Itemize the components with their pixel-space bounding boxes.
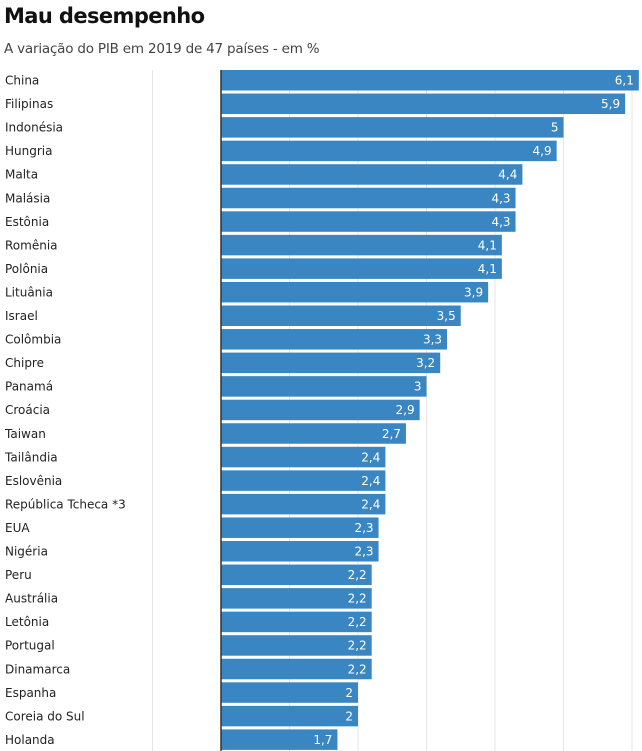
category-label: Romênia <box>5 238 58 252</box>
value-label: 4,1 <box>478 262 497 276</box>
category-label: Israel <box>5 309 38 323</box>
bar <box>221 211 516 232</box>
bar <box>221 682 358 703</box>
bar <box>221 729 338 750</box>
bar <box>221 423 406 444</box>
bar <box>221 564 372 586</box>
bar <box>221 164 523 185</box>
bar <box>221 70 639 91</box>
category-label: Croácia <box>5 403 50 417</box>
value-label: 1,7 <box>313 733 332 747</box>
category-label: Coreia do Sul <box>5 709 85 723</box>
category-label: Filipinas <box>5 97 53 111</box>
value-label: 3,3 <box>423 333 442 347</box>
value-label: 5,9 <box>601 97 620 111</box>
bar <box>221 517 379 538</box>
category-label: Tailândia <box>4 450 58 464</box>
bar <box>221 329 448 350</box>
chart-subtitle: A variação do PIB em 2019 de 47 países -… <box>4 41 320 57</box>
value-label: 2,4 <box>361 450 380 464</box>
bar <box>221 305 461 326</box>
value-label: 4,3 <box>491 191 510 205</box>
value-label: 2,7 <box>382 427 401 441</box>
bar <box>221 117 564 138</box>
bar <box>221 187 516 209</box>
bar <box>221 93 626 115</box>
bar <box>221 376 427 397</box>
value-label: 3,9 <box>464 285 483 299</box>
category-label: Holanda <box>5 733 55 747</box>
bar <box>221 140 557 162</box>
bar <box>221 541 379 562</box>
bar <box>221 588 372 609</box>
bar <box>221 493 386 515</box>
bar <box>221 446 386 468</box>
value-label: 4,1 <box>478 238 497 252</box>
category-label: Indonésia <box>5 121 63 135</box>
value-label: 2,2 <box>348 592 367 606</box>
category-label: Hungria <box>5 144 52 158</box>
value-label: 3 <box>414 380 422 394</box>
value-label: 4,3 <box>491 215 510 229</box>
value-label: 2,9 <box>396 403 415 417</box>
category-label: Lituânia <box>5 285 53 299</box>
category-label: Dinamarca <box>5 662 70 676</box>
category-label: Eslovênia <box>5 474 62 488</box>
category-label: República Tcheca *3 <box>5 497 126 511</box>
chart-title: Mau desempenho <box>4 4 205 28</box>
value-label: 2,2 <box>348 568 367 582</box>
value-label: 2,4 <box>361 497 380 511</box>
bar <box>221 705 358 727</box>
category-label: Peru <box>5 568 32 582</box>
bar <box>221 352 441 374</box>
category-label: EUA <box>5 521 30 535</box>
category-label: Austrália <box>5 592 58 606</box>
category-label: Malásia <box>5 191 50 205</box>
value-labels: 6,1 5,9 5 4,9 4,4 4,3 4,3 4,1 4,1 3,9 3,5 3,3 3,2 3 2,… <box>313 74 633 747</box>
value-label: 3,2 <box>416 356 435 370</box>
value-label: 2,3 <box>354 521 373 535</box>
category-label: Estônia <box>5 215 49 229</box>
value-label: 2,2 <box>348 615 367 629</box>
category-label: Panamá <box>5 380 53 394</box>
bar <box>221 658 372 680</box>
bar <box>221 281 489 303</box>
bar <box>221 635 372 656</box>
value-label: 3,5 <box>437 309 456 323</box>
category-labels: China Filipinas Indonésia Hungria Malta Malás… <box>4 74 126 747</box>
bar <box>221 470 386 491</box>
value-label: 4,4 <box>498 168 517 182</box>
value-label: 2 <box>345 686 353 700</box>
category-label: Taiwan <box>4 427 46 441</box>
value-label: 5 <box>551 121 559 135</box>
category-label: Malta <box>5 168 38 182</box>
bar <box>221 258 502 279</box>
category-label: Polônia <box>5 262 48 276</box>
value-label: 4,9 <box>533 144 552 158</box>
bar <box>221 234 502 256</box>
category-label: Chipre <box>5 356 44 370</box>
category-label: Espanha <box>5 686 56 700</box>
bar <box>221 611 372 633</box>
bar <box>221 399 420 421</box>
category-label: Letônia <box>5 615 49 629</box>
value-label: 2 <box>345 709 353 723</box>
value-label: 2,4 <box>361 474 380 488</box>
bars <box>221 70 639 750</box>
value-label: 2,2 <box>348 662 367 676</box>
category-label: Portugal <box>5 639 55 653</box>
category-label: Nigéria <box>5 545 48 559</box>
category-label: Colômbia <box>5 333 61 347</box>
value-label: 6,1 <box>615 74 634 88</box>
value-label: 2,2 <box>348 639 367 653</box>
value-label: 2,3 <box>354 545 373 559</box>
category-label: China <box>5 74 39 88</box>
